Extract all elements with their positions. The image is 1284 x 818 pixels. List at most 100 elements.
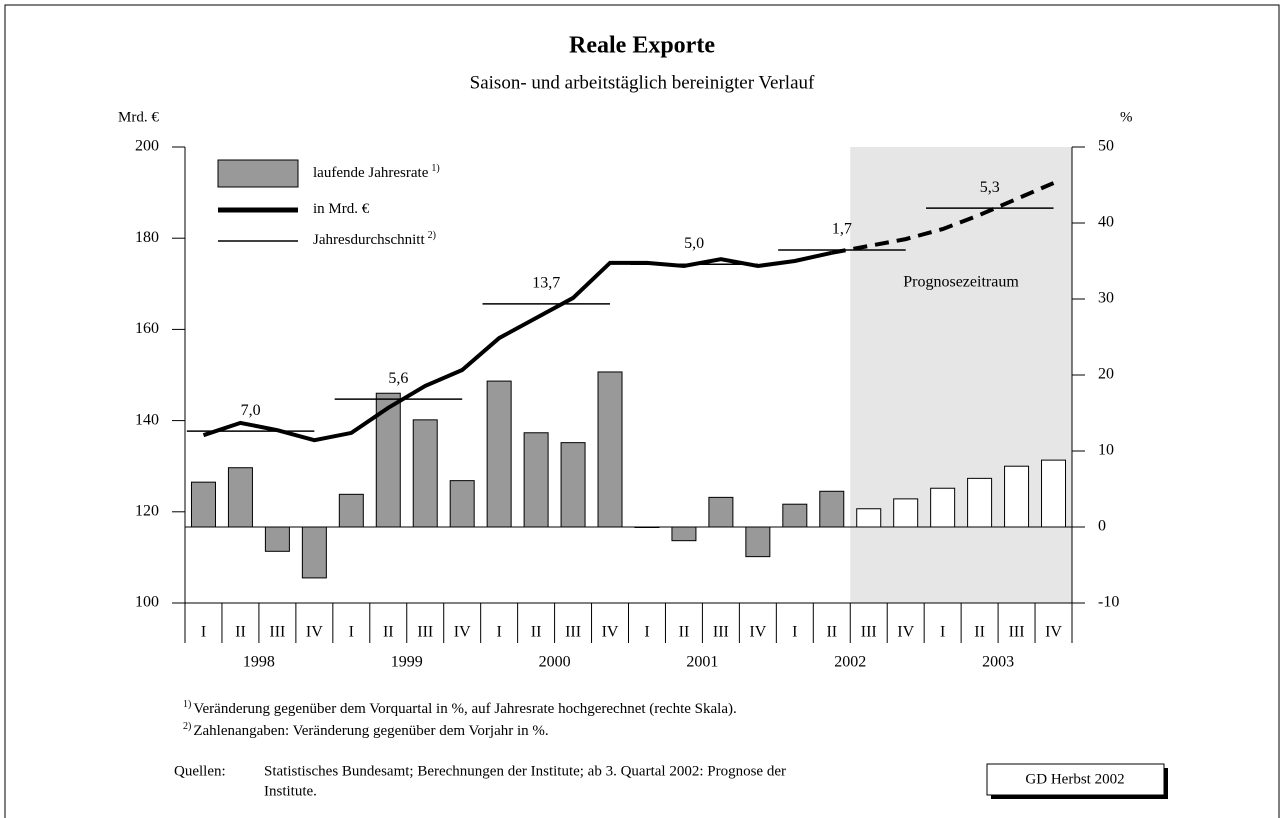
forecast-label: Prognosezeitraum xyxy=(903,274,1019,291)
sources-label: Quellen: xyxy=(174,763,226,779)
legend-note: 2) xyxy=(428,230,436,241)
sources-text: Statistisches Bundesamt; Berechnungen de… xyxy=(264,763,786,779)
badge-text: GD Herbst 2002 xyxy=(1025,771,1124,787)
x-tick-label: II xyxy=(679,624,690,641)
y2-tick-label: -10 xyxy=(1098,594,1119,611)
legend-label: Jahresdurchschnitt 2) xyxy=(313,230,436,248)
bar xyxy=(264,526,290,552)
x-tick-label: IV xyxy=(1045,624,1062,641)
bar xyxy=(523,432,549,528)
y-tick-label: 200 xyxy=(135,138,159,155)
bar xyxy=(1041,459,1067,528)
year-label: 2000 xyxy=(539,654,571,671)
bar xyxy=(671,526,697,542)
bar xyxy=(856,508,882,528)
x-tick-label: IV xyxy=(897,624,914,641)
growth-label: 5,6 xyxy=(388,370,408,387)
x-tick-label: I xyxy=(349,624,354,641)
bar xyxy=(819,490,845,528)
footnote-text: Veränderung gegenüber dem Vorquartal in … xyxy=(193,701,736,717)
line xyxy=(202,250,833,443)
y2-tick-label: 20 xyxy=(1098,366,1114,383)
x-tick-label: II xyxy=(826,624,837,641)
legend-label: in Mrd. € xyxy=(313,201,370,217)
growth-label: 1,7 xyxy=(832,221,852,238)
x-tick-label: II xyxy=(974,624,985,641)
bar xyxy=(893,498,919,528)
bar xyxy=(782,503,808,528)
footnote-mark: 2) xyxy=(183,721,191,732)
y2-tick-label: 0 xyxy=(1098,518,1106,535)
x-tick-label: III xyxy=(713,624,729,641)
y-tick-label: 100 xyxy=(135,594,159,611)
bar xyxy=(227,467,253,528)
x-tick-label: II xyxy=(531,624,542,641)
bar xyxy=(338,493,364,528)
x-tick-label: I xyxy=(940,624,945,641)
y2-tick-label: 30 xyxy=(1098,290,1114,307)
legend-note: 1) xyxy=(431,163,439,174)
year-label: 2001 xyxy=(686,654,718,671)
bar xyxy=(1004,465,1030,528)
y-tick-label: 180 xyxy=(135,229,159,246)
y-tick-label: 140 xyxy=(135,411,159,428)
legend-name: laufende Jahresrate xyxy=(313,165,429,181)
x-tick-label: III xyxy=(861,624,877,641)
x-tick-label: IV xyxy=(749,624,766,641)
bar xyxy=(486,380,512,528)
legend-swatch xyxy=(217,159,299,188)
sources-text: Institute. xyxy=(264,783,317,799)
x-tick-label: IV xyxy=(306,624,323,641)
bar xyxy=(597,371,623,528)
legend-name: Jahresdurchschnitt xyxy=(313,232,425,248)
growth-label: 5,0 xyxy=(684,235,704,252)
year-label: 2002 xyxy=(834,654,866,671)
x-tick-label: II xyxy=(383,624,394,641)
forecast-area xyxy=(850,147,1072,603)
y2-axis-label: % xyxy=(1120,109,1133,125)
x-tick-label: I xyxy=(644,624,649,641)
line xyxy=(831,181,1055,255)
x-tick-label: IV xyxy=(454,624,471,641)
growth-label: 5,3 xyxy=(980,179,1000,196)
bar xyxy=(930,487,956,528)
y2-tick-label: 10 xyxy=(1098,442,1114,459)
badge xyxy=(986,763,1165,796)
x-tick-label: III xyxy=(565,624,581,641)
footnote: 2) Zahlenangaben: Veränderung gegenüber d… xyxy=(183,721,549,739)
y-tick-label: 120 xyxy=(135,502,159,519)
footnote: 1) Veränderung gegenüber dem Vorquartal i… xyxy=(183,699,737,717)
growth-label: 13,7 xyxy=(532,275,560,292)
y-tick-label: 160 xyxy=(135,320,159,337)
chart-title: Reale Exporte xyxy=(569,33,715,59)
x-tick-label: III xyxy=(1009,624,1025,641)
x-tick-label: I xyxy=(201,624,206,641)
bar xyxy=(745,526,771,558)
footnote-text: Zahlenangaben: Veränderung gegenüber dem… xyxy=(193,723,548,739)
bar xyxy=(412,419,438,528)
bar xyxy=(560,442,586,528)
x-tick-label: I xyxy=(792,624,797,641)
chart-subtitle: Saison- und arbeitstäglich bereinigter V… xyxy=(470,72,815,93)
y-axis-label: Mrd. € xyxy=(118,109,159,125)
year-label: 1998 xyxy=(243,654,275,671)
x-tick-label: IV xyxy=(602,624,619,641)
y2-tick-label: 40 xyxy=(1098,214,1114,231)
year-label: 1999 xyxy=(391,654,423,671)
bar xyxy=(190,481,216,528)
legend-label: laufende Jahresrate 1) xyxy=(313,163,440,181)
bar xyxy=(301,526,327,579)
frame xyxy=(4,4,1280,818)
bar xyxy=(708,496,734,528)
x-tick-label: III xyxy=(269,624,285,641)
x-tick-label: III xyxy=(417,624,433,641)
y2-tick-label: 50 xyxy=(1098,138,1114,155)
bar xyxy=(967,477,993,528)
x-tick-label: I xyxy=(496,624,501,641)
year-label: 2003 xyxy=(982,654,1014,671)
bar xyxy=(449,480,475,528)
growth-label: 7,0 xyxy=(241,402,261,419)
legend-name: in Mrd. € xyxy=(313,201,370,217)
footnote-mark: 1) xyxy=(183,699,191,710)
x-tick-label: II xyxy=(235,624,246,641)
